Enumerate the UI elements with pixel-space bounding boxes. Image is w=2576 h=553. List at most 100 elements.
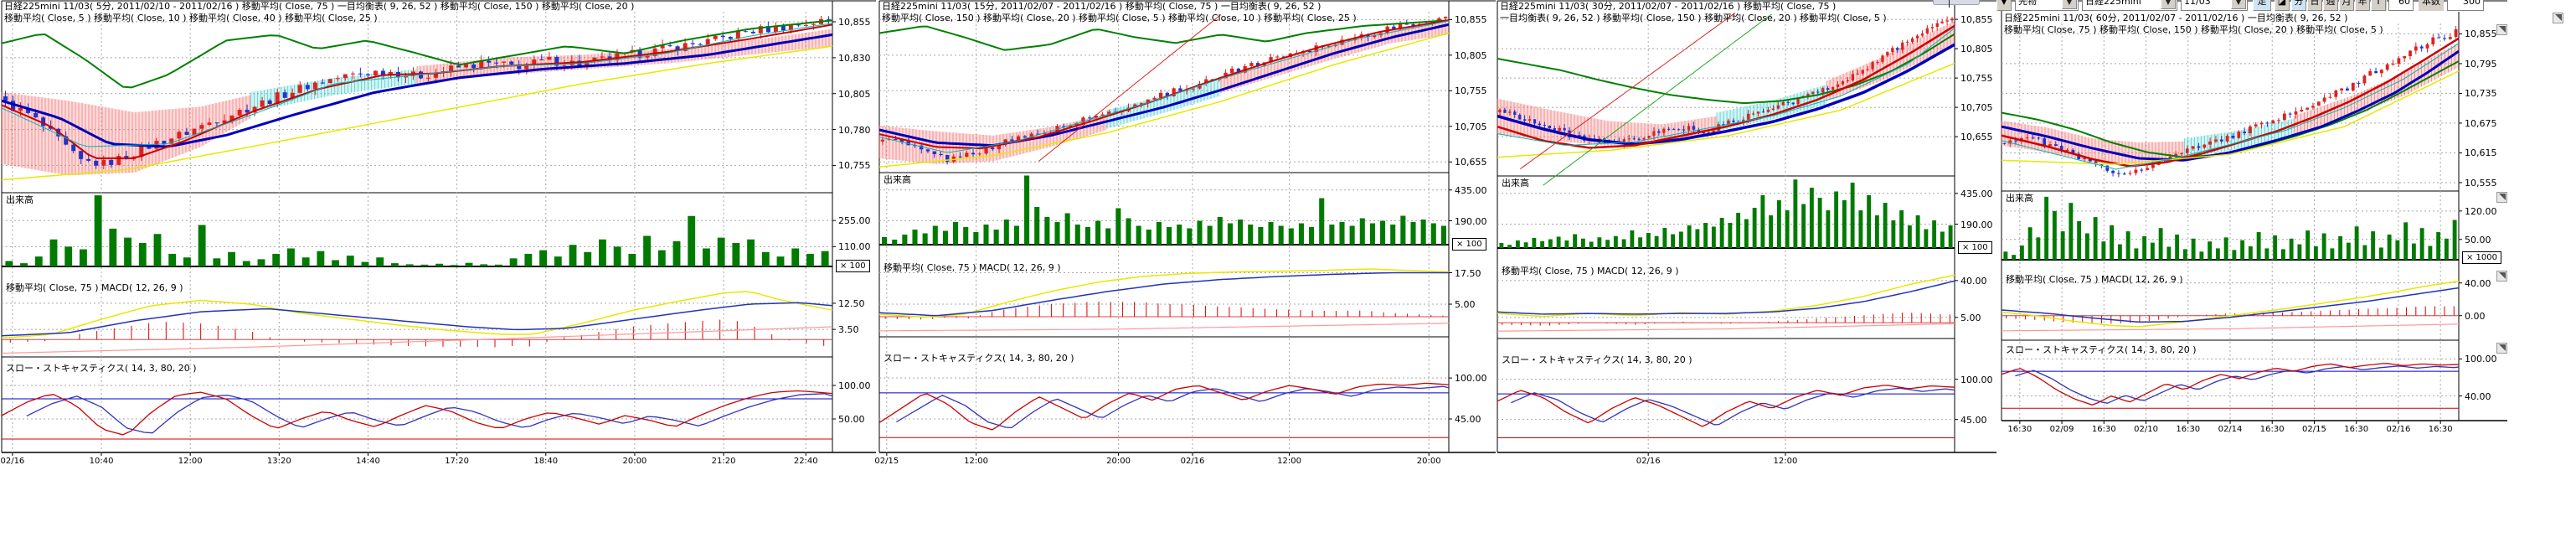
candle-up bbox=[1836, 84, 1840, 87]
candle-up bbox=[1935, 23, 1939, 28]
candle-up bbox=[2283, 113, 2286, 121]
contract-month-select[interactable]: 11/03 ▼ bbox=[2181, 0, 2248, 11]
ma-75-line bbox=[878, 23, 1450, 147]
candle-up bbox=[804, 24, 808, 26]
candle-up bbox=[1652, 131, 1656, 136]
calendar-icon-button[interactable]: ◪ bbox=[2275, 0, 2290, 11]
period-button-4[interactable]: 年 bbox=[2355, 0, 2370, 11]
period-button-3[interactable]: 月 bbox=[2339, 0, 2354, 11]
candle-up bbox=[2225, 136, 2229, 142]
macd-tick-label: 40.00 bbox=[1960, 275, 1987, 287]
candle-down bbox=[899, 139, 904, 142]
candle-down bbox=[2219, 139, 2223, 142]
period-button-2[interactable]: 週 bbox=[2323, 0, 2338, 11]
candle-up bbox=[1776, 105, 1780, 109]
ichimoku-cloud bbox=[2002, 121, 2185, 164]
candle-up bbox=[1925, 28, 1929, 34]
stoch-pane-label: スロー・ストキャスティクス( 14, 3, 80, 20 ) bbox=[1502, 354, 1692, 365]
candle-down bbox=[1503, 109, 1507, 113]
candle-down bbox=[2088, 158, 2092, 162]
candle-up bbox=[2294, 111, 2298, 115]
symbol-value: 日経225mini bbox=[2085, 0, 2141, 7]
stoch-tick-label: 100.00 bbox=[1455, 373, 1487, 385]
contract-month-value: 11/03 bbox=[2184, 0, 2211, 7]
macd-pane-label: 移動平均( Close, 75 ) MACD( 12, 26, 9 ) bbox=[2006, 274, 2183, 285]
instrument-type-value: 先物 bbox=[2018, 0, 2037, 7]
candle-down bbox=[1392, 26, 1396, 30]
candle-down bbox=[2419, 46, 2424, 49]
symbol-select[interactable]: 日経225mini ▼ bbox=[2082, 0, 2177, 11]
chevron-down-icon[interactable]: ▼ bbox=[2231, 0, 2246, 9]
pane-collapse-icon[interactable] bbox=[2496, 271, 2507, 282]
minutes-input[interactable]: 60 bbox=[2388, 0, 2414, 11]
candle-up bbox=[788, 24, 793, 31]
candle-up bbox=[2425, 44, 2429, 49]
candle-up bbox=[502, 61, 507, 63]
macd-tick-label: 40.00 bbox=[2465, 277, 2491, 289]
candle-up bbox=[660, 45, 665, 49]
candle-down bbox=[41, 117, 46, 127]
price-tick-label: 10,855 bbox=[2465, 28, 2497, 40]
candle-up bbox=[312, 82, 317, 90]
bar-type-button[interactable]: 足 bbox=[2253, 0, 2271, 11]
candle-down bbox=[2117, 173, 2120, 174]
bar-count-label: 本数 bbox=[2419, 0, 2444, 11]
candle-up bbox=[1891, 48, 1894, 53]
pane-collapse-icon[interactable] bbox=[2496, 343, 2507, 354]
ma-10-line bbox=[1, 23, 833, 147]
period-button-1[interactable]: 日 bbox=[2307, 0, 2322, 11]
candle-up bbox=[373, 70, 378, 75]
candle-up bbox=[2271, 120, 2275, 124]
candle-up bbox=[880, 139, 884, 142]
chevron-down-icon[interactable]: ▼ bbox=[2161, 0, 2176, 9]
time-axis-label: 20:00 bbox=[1106, 457, 1131, 466]
candle-down bbox=[920, 145, 924, 150]
candle-down bbox=[2054, 144, 2058, 147]
macd-signal-line bbox=[1, 302, 833, 337]
pane-collapse-icon[interactable] bbox=[2496, 24, 2507, 35]
candle-up bbox=[2351, 82, 2355, 90]
candle-up bbox=[177, 132, 182, 139]
candle-down bbox=[1722, 124, 1725, 126]
ma-150-line bbox=[1, 19, 833, 89]
chevron-down-icon[interactable]: ▼ bbox=[2062, 0, 2077, 9]
time-axis-label: 16:30 bbox=[2344, 425, 2369, 434]
candle-up bbox=[1437, 18, 1441, 22]
candle-up bbox=[1832, 86, 1835, 90]
ma-40-line bbox=[1497, 62, 1955, 158]
candle-up bbox=[1249, 63, 1254, 66]
candle-down bbox=[1307, 51, 1311, 52]
candle-up bbox=[705, 39, 710, 45]
candle-up bbox=[1846, 80, 1850, 82]
candle-down bbox=[796, 24, 801, 26]
stoch-tick-label: 45.00 bbox=[1455, 414, 1481, 425]
candle-up bbox=[1915, 35, 1919, 39]
period-button-5[interactable]: T bbox=[2371, 0, 2386, 11]
period-button-label: 年 bbox=[2357, 0, 2367, 7]
corner-resize-icon[interactable] bbox=[2553, 13, 2563, 23]
candle-up bbox=[1910, 38, 1914, 42]
candle-up bbox=[1940, 21, 1944, 23]
candle-up bbox=[1747, 113, 1750, 120]
pane-collapse-icon[interactable] bbox=[2496, 192, 2507, 203]
candle-up bbox=[1861, 70, 1864, 74]
period-button-0[interactable]: 分 bbox=[2291, 0, 2306, 11]
instrument-type-select[interactable]: 先物 ▼ bbox=[2015, 0, 2079, 11]
candle-down bbox=[11, 101, 15, 111]
candle-down bbox=[750, 31, 755, 34]
dropdown-arrow-button[interactable]: ▼ bbox=[1996, 0, 2012, 11]
candle-up bbox=[404, 75, 408, 78]
candle-up bbox=[615, 53, 620, 60]
candle-up bbox=[2048, 144, 2052, 147]
time-axis-label: 20:00 bbox=[1416, 457, 1441, 466]
candle-up bbox=[260, 100, 265, 107]
candle-up bbox=[434, 72, 439, 78]
candle-up bbox=[811, 23, 816, 25]
bar-count-input[interactable]: 300 bbox=[2447, 0, 2484, 11]
stoch-d-line bbox=[2015, 365, 2460, 404]
candle-up bbox=[1269, 57, 1273, 63]
candle-up bbox=[116, 156, 121, 165]
stoch-k-line bbox=[1, 390, 833, 436]
scale-box: × 100 bbox=[1452, 238, 1486, 251]
candle-up bbox=[139, 145, 144, 158]
